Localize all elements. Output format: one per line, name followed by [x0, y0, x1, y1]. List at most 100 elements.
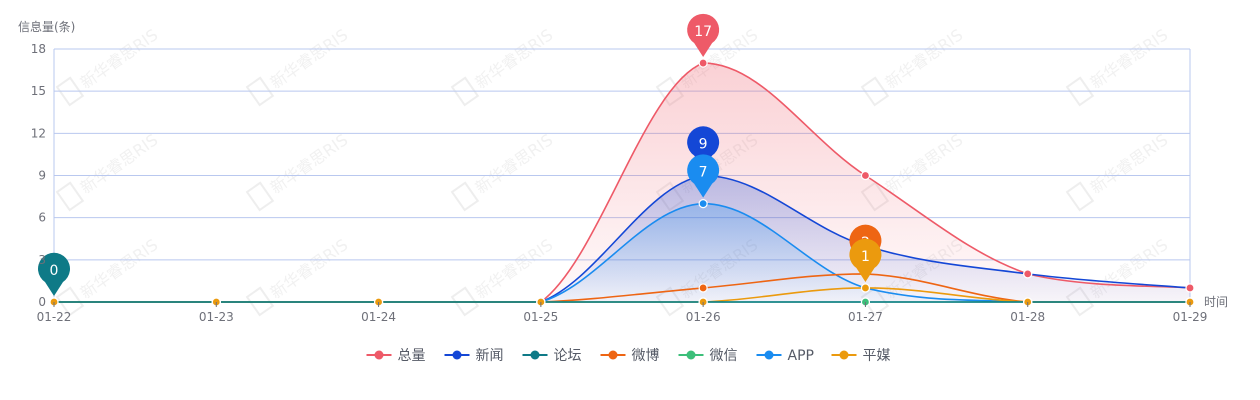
- watermark: 新华睿思RIS: [55, 25, 161, 107]
- watermark: 新华睿思RIS: [55, 130, 162, 212]
- watermark-logo-icon: [450, 286, 480, 317]
- watermark-text: 新华睿思RIS: [267, 130, 352, 197]
- legend-label: 微博: [632, 347, 660, 364]
- watermark-text: 新华睿思RIS: [267, 235, 352, 302]
- y-tick-label: 12: [31, 126, 46, 140]
- legend-dot-icon: [764, 350, 774, 360]
- watermark-logo-icon: [1065, 181, 1095, 212]
- data-point[interactable]: [698, 283, 708, 293]
- legend-item[interactable]: 论坛: [522, 348, 582, 364]
- watermark-text: 新华睿思RIS: [1087, 25, 1172, 92]
- pin-label: 1: [861, 249, 870, 265]
- legend-label: 论坛: [554, 348, 582, 364]
- watermark: 新华睿思RIS: [245, 130, 352, 212]
- y-axis-title: 信息量(条): [18, 19, 75, 34]
- value-pin: 9: [687, 126, 720, 170]
- series-areas: [54, 63, 1190, 302]
- y-tick-label: 0: [38, 295, 46, 309]
- watermark-logo-icon: [450, 76, 480, 107]
- watermark-text: 新华睿思RIS: [1087, 130, 1172, 197]
- watermark-text: 新华睿思RIS: [882, 25, 967, 92]
- value-pins: 0179721: [37, 13, 882, 296]
- legend-item[interactable]: APP: [756, 348, 814, 364]
- watermark: 新华睿思RIS: [450, 25, 557, 107]
- pin-label: 0: [50, 263, 59, 279]
- watermark: 新华睿思RIS: [860, 25, 967, 107]
- legend-dot-icon: [686, 350, 696, 360]
- watermark-logo-icon: [860, 76, 890, 107]
- watermark-logo-icon: [55, 76, 85, 107]
- x-tick-label: 01-23: [199, 310, 234, 324]
- legend-item[interactable]: 微信: [678, 348, 738, 364]
- watermark-text: 新华睿思RIS: [267, 25, 352, 92]
- x-tick-label: 01-27: [848, 310, 883, 324]
- pin-marker-icon: [687, 154, 720, 198]
- y-tick-label: 15: [31, 84, 46, 98]
- legend-dot-icon: [374, 350, 384, 360]
- pin-marker-icon: [687, 126, 720, 170]
- series-area: [54, 175, 1190, 302]
- legend-label: 微信: [710, 348, 738, 364]
- x-tick-label: 01-28: [1010, 310, 1045, 324]
- pin-marker-icon: [687, 13, 720, 58]
- x-tick-label: 01-24: [361, 310, 396, 324]
- value-pin: 0: [37, 252, 70, 296]
- legend-label: APP: [788, 348, 814, 364]
- y-tick-label: 18: [31, 42, 46, 56]
- watermark-text: 新华睿思RIS: [77, 130, 162, 197]
- watermark: 新华睿思RIS: [450, 130, 557, 212]
- x-tick-label: 01-29: [1173, 310, 1208, 324]
- x-tick-label: 01-26: [686, 310, 721, 324]
- watermark-text: 新华睿思RIS: [472, 235, 557, 302]
- x-tick-label: 01-25: [523, 310, 558, 324]
- data-point[interactable]: [698, 58, 708, 68]
- data-point[interactable]: [860, 283, 871, 293]
- watermark-logo-icon: [450, 181, 480, 212]
- legend-label: 平媒: [863, 348, 891, 364]
- y-tick-label: 9: [38, 169, 46, 183]
- pin-label: 17: [694, 24, 712, 40]
- legend-item[interactable]: 微博: [600, 347, 660, 364]
- pin-label: 7: [699, 165, 708, 181]
- pin-marker-icon: [849, 238, 882, 282]
- series-area: [54, 63, 1190, 302]
- series-area: [54, 203, 1190, 302]
- legend-dot-icon: [530, 350, 540, 360]
- legend: 总量 新闻 论坛 微博 微信 APP 平媒: [366, 347, 891, 364]
- value-pin: 1: [849, 238, 882, 282]
- legend-dot-icon: [608, 350, 618, 360]
- pin-label: 9: [699, 137, 708, 153]
- data-point[interactable]: [860, 170, 871, 181]
- legend-label: 总量: [398, 348, 426, 364]
- legend-label: 新闻: [476, 348, 504, 364]
- watermark-logo-icon: [245, 286, 275, 317]
- y-tick-label: 3: [38, 253, 46, 267]
- pin-marker-icon: [37, 252, 70, 296]
- series-lines: [54, 62, 1191, 303]
- legend-item[interactable]: 新闻: [444, 348, 504, 364]
- watermark-logo-icon: [1065, 76, 1095, 107]
- x-tick-label: 01-22: [37, 310, 72, 324]
- watermark: 新华睿思RIS: [245, 25, 352, 107]
- watermark-logo-icon: [245, 181, 275, 212]
- value-pin: 17: [687, 13, 720, 58]
- value-pin: 7: [687, 154, 720, 198]
- legend-item[interactable]: 总量: [366, 348, 426, 364]
- watermark-text: 新华睿思RIS: [472, 130, 557, 197]
- watermark-text: 新华睿思RIS: [882, 130, 967, 197]
- watermark-text: 新华睿思RIS: [472, 25, 557, 92]
- legend-dot-icon: [452, 350, 462, 360]
- watermark-logo-icon: [55, 181, 85, 212]
- watermark-logo-icon: [245, 76, 275, 107]
- y-tick-label: 6: [38, 211, 46, 225]
- data-point[interactable]: [698, 199, 708, 209]
- data-point[interactable]: [1023, 269, 1033, 279]
- watermark: 新华睿思RIS: [1065, 130, 1172, 212]
- watermark: 新华睿思RIS: [1065, 25, 1172, 107]
- data-point[interactable]: [1185, 283, 1195, 293]
- watermark-logo-icon: [55, 286, 85, 317]
- legend-item[interactable]: 平媒: [831, 348, 891, 364]
